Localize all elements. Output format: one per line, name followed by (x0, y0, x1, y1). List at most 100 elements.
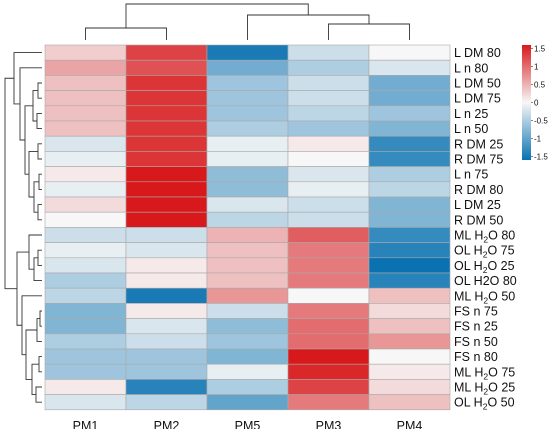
heatmap-cell (287, 59, 370, 76)
heatmap-cell (44, 333, 127, 350)
dendrogram-branch (85, 27, 167, 40)
heatmap-cell (368, 75, 451, 91)
heatmap-cell (206, 227, 289, 243)
dendrogram-branch (25, 329, 37, 380)
column-label: PM3 (316, 419, 342, 429)
heatmap-cell (125, 287, 208, 304)
heatmap-cell (368, 181, 451, 198)
dendrogram-branch (39, 310, 42, 327)
heatmap-cell (125, 242, 208, 259)
heatmap-cell (368, 257, 451, 274)
dendrogram-branch (37, 82, 42, 99)
color-legend: 1.5 1 0.5 0 -0.5 -1 -1.5 (522, 45, 548, 161)
heatmap-cell (206, 166, 289, 183)
row-label: FS n 80 (454, 350, 498, 364)
heatmap-cell (206, 196, 289, 213)
heatmap-cell (44, 242, 127, 259)
row-label: L n 25 (454, 107, 488, 121)
heatmap-cell (368, 211, 451, 228)
heatmap-cell (287, 287, 370, 304)
heatmap-cell (125, 196, 208, 213)
heatmap-cell (44, 59, 127, 76)
heatmap-cell (44, 318, 127, 335)
heatmap-cell (206, 44, 289, 61)
heatmap-cell (287, 166, 370, 183)
row-label: FS n 75 (454, 305, 498, 319)
colorbar-tick-label: 0.5 (534, 81, 546, 90)
dendrogram-branch (37, 143, 42, 160)
heatmap-cell (368, 287, 451, 304)
column-dendrogram (85, 3, 410, 40)
heatmap-cell (368, 151, 451, 167)
heatmap-cell (125, 227, 208, 243)
heatmap-cell (368, 90, 451, 107)
heatmap-cell (287, 363, 370, 380)
dendrogram-branch (4, 77, 17, 290)
row-label: ML H2O 50 (454, 289, 515, 305)
dendrogram-branch (37, 249, 42, 266)
row-label: OL H2O 50 (454, 396, 515, 412)
row-label: L n 50 (454, 122, 488, 136)
heatmap-cell (125, 318, 208, 335)
heatmap-cell (206, 211, 289, 228)
heatmap-cell (125, 135, 208, 152)
dendrogram-branch (19, 67, 42, 141)
row-label: ML H2O 25 (454, 381, 515, 397)
heatmap-cell (206, 348, 289, 365)
heatmap-cell (125, 151, 208, 167)
heatmap-cell (206, 287, 289, 304)
heatmap-cell (125, 90, 208, 107)
heatmap-cell (206, 181, 289, 198)
heatmap-cell (44, 105, 127, 122)
heatmap-cell (44, 166, 127, 183)
row-label: L DM 75 (454, 92, 501, 106)
dendrogram-branch (328, 23, 410, 40)
dendrogram-branch (36, 318, 42, 342)
heatmap-cell (125, 120, 208, 137)
heatmap-cell (368, 44, 451, 61)
dendrogram-branch (21, 295, 42, 356)
heatmap-cell (368, 303, 451, 319)
row-labels: L DM 80L n 80L DM 50L DM 75L n 25L n 50R… (454, 46, 517, 412)
column-label: PM2 (154, 419, 180, 429)
heatmap-cell (44, 181, 127, 198)
row-label: L DM 50 (454, 77, 501, 91)
heatmap-cell (368, 348, 451, 365)
heatmap-cell (125, 75, 208, 91)
heatmap-cell (44, 379, 127, 395)
row-label: OL H2O 75 (454, 244, 515, 260)
heatmap-cell (287, 333, 370, 350)
heatmap-cell (206, 318, 289, 335)
heatmap-cell (44, 196, 127, 213)
row-label: R DM 25 (454, 137, 503, 151)
heatmap-cell (125, 44, 208, 61)
heatmap-cell (368, 242, 451, 259)
colorbar-tick-label: 0 (534, 99, 539, 108)
heatmap-cell (44, 363, 127, 380)
heatmap-cell (125, 105, 208, 122)
heatmap-cell (125, 363, 208, 380)
row-label: ML H2O 80 (454, 229, 515, 245)
heatmap-cell (368, 318, 451, 335)
heatmap-cell (206, 333, 289, 350)
heatmap-cell (368, 333, 451, 350)
heatmap-cell (206, 379, 289, 395)
heatmap-cell (206, 303, 289, 319)
heatmap-cell (125, 211, 208, 228)
heatmap-cell (44, 227, 127, 243)
heatmap-cell (44, 75, 127, 91)
heatmap-cell (125, 379, 208, 395)
heatmap-cell (44, 257, 127, 274)
heatmap-cell (206, 394, 289, 411)
row-label: L DM 80 (454, 46, 501, 60)
row-label: L DM 25 (454, 198, 501, 212)
heatmap-cell (206, 272, 289, 289)
row-label: ML H2O 75 (454, 365, 515, 381)
heatmap-cell (206, 105, 289, 122)
heatmap-cell (206, 363, 289, 380)
heatmap-cell (287, 227, 370, 243)
heatmap-cell (287, 44, 370, 61)
row-label: R DM 75 (454, 153, 503, 167)
heatmap-cell (206, 120, 289, 137)
colorbar-tick-label: 1.5 (534, 45, 546, 54)
